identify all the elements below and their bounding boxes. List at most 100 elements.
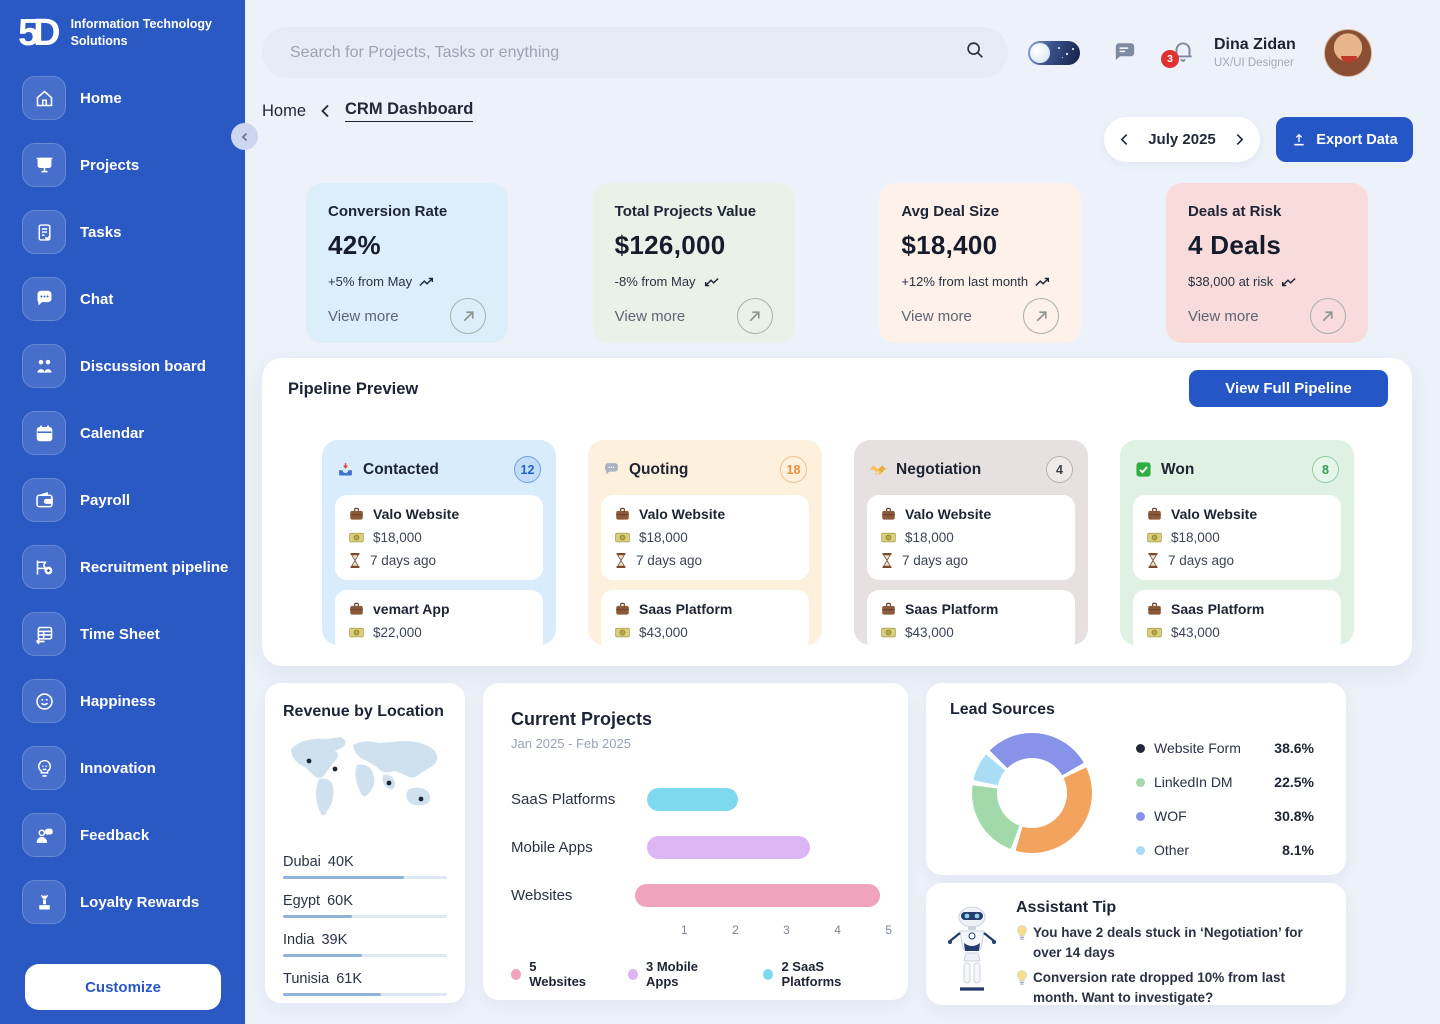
deal-card[interactable]: Valo Website $18,000 7 days ago: [335, 495, 543, 580]
sidebar-item-happiness[interactable]: Happiness: [22, 679, 245, 723]
banknote-icon: [1147, 627, 1162, 638]
arrow-up-right-icon: [1323, 310, 1334, 321]
sidebar-item-home[interactable]: Home: [22, 76, 245, 120]
briefcase-icon: [616, 602, 629, 615]
sidebar-nav: Home Projects Tasks Chat Discussion boar…: [0, 52, 245, 924]
bar-mobile-apps: [647, 835, 811, 859]
deal-name: Valo Website: [1171, 506, 1258, 522]
briefcase-icon: [350, 507, 363, 520]
sidebar-item-recruitment-pipeline[interactable]: Recruitment pipeline: [22, 545, 245, 589]
sidebar-item-discussion-board[interactable]: Discussion board: [22, 344, 245, 388]
avatar[interactable]: [1324, 29, 1372, 77]
deal-amount: $22,000: [373, 625, 422, 640]
legend-dot: [511, 968, 522, 980]
legend-dot: [627, 968, 639, 980]
star-dot: [1066, 53, 1068, 55]
prev-month-button[interactable]: [1120, 133, 1129, 146]
view-more-link[interactable]: View more: [901, 307, 972, 325]
sidebar-item-innovation[interactable]: Innovation: [22, 746, 245, 790]
assistant-tip-card: Assistant Tip You have 2 deals stuck in …: [926, 883, 1346, 1005]
sidebar-item-chat[interactable]: Chat: [22, 277, 245, 321]
pipeline-column-won: Won 8 Valo Website $18,000 7 days ago Sa…: [1120, 440, 1354, 645]
brand: 5D Information Technology Solutions: [0, 0, 245, 52]
pipeline-column-negotiation: Negotiation 4 Valo Website $18,000 7 day…: [854, 440, 1088, 645]
deal-card[interactable]: Valo Website $18,000 7 days ago: [601, 495, 809, 580]
sidebar-item-label: Tasks: [80, 223, 122, 241]
pipeline-count-badge: 12: [514, 456, 541, 483]
bar-label: Mobile Apps: [511, 838, 593, 856]
deal-card[interactable]: vemart App $22,000: [335, 590, 543, 645]
revenue-row-india: India 39K: [283, 932, 447, 957]
view-full-pipeline-button[interactable]: View Full Pipeline: [1189, 370, 1388, 407]
sidebar-item-feedback[interactable]: Feedback: [22, 813, 245, 857]
notifications-button[interactable]: 3: [1161, 38, 1196, 68]
hourglass-icon: [1148, 553, 1158, 568]
chevron-left-icon: [241, 132, 247, 141]
stat-open-button[interactable]: [450, 298, 486, 334]
sidebar-item-label: Feedback: [80, 826, 150, 844]
deal-amount: $43,000: [1171, 625, 1220, 640]
lead-sources-title: Lead Sources: [950, 701, 1055, 718]
pipeline-icon: [22, 545, 66, 589]
arrow-up-right-icon: [1036, 310, 1047, 321]
pipeline-count-badge: 8: [1312, 456, 1339, 483]
search-icon[interactable]: [964, 39, 986, 66]
deal-card[interactable]: Valo Website $18,000 7 days ago: [867, 495, 1075, 580]
deal-card[interactable]: Saas Platform $43,000: [867, 590, 1075, 645]
world-map: [291, 737, 438, 816]
handshake-icon: [869, 465, 887, 475]
dark-mode-toggle[interactable]: [1028, 41, 1080, 65]
projects-chart-subtitle: Jan 2025 - Feb 2025: [511, 736, 631, 751]
location-name: Tunisia: [283, 971, 330, 987]
search-input[interactable]: [290, 43, 964, 62]
stat-value: $126,000: [614, 230, 726, 260]
deal-card[interactable]: Saas Platform $43,000: [601, 590, 809, 645]
stat-change: +12% from last month: [901, 274, 1059, 289]
search-bar: [262, 27, 1008, 78]
sidebar-item-payroll[interactable]: Payroll: [22, 478, 245, 522]
export-data-button[interactable]: Export Data: [1276, 117, 1413, 162]
stat-open-button[interactable]: [1309, 298, 1346, 334]
view-more-link[interactable]: View more: [1187, 307, 1259, 325]
breadcrumb-home[interactable]: Home: [262, 101, 307, 120]
sidebar-item-projects[interactable]: Projects: [22, 143, 245, 187]
view-more-link[interactable]: View more: [614, 307, 686, 325]
bar-saas-platforms: [647, 787, 739, 811]
revenue-by-location-card: Revenue by Location Dubai 40K Egypt 60K: [265, 683, 465, 1003]
view-more-link[interactable]: View more: [328, 307, 399, 325]
banknote-icon: [349, 532, 364, 543]
hourglass-icon: [882, 553, 892, 568]
briefcase-icon: [616, 507, 629, 520]
star-dot: [1072, 48, 1074, 50]
sidebar-item-tasks[interactable]: Tasks: [22, 210, 245, 254]
customize-button[interactable]: Customize: [25, 964, 221, 1010]
sidebar-item-calendar[interactable]: Calendar: [22, 411, 245, 455]
sidebar-item-label: Payroll: [80, 491, 131, 509]
next-month-button[interactable]: [1235, 133, 1244, 146]
stat-open-button[interactable]: [1023, 298, 1060, 334]
deal-card[interactable]: Valo Website $18,000 7 days ago: [1133, 495, 1341, 580]
revenue-bar-track: [283, 954, 447, 957]
pipeline-panel: Pipeline Preview View Full Pipeline Cont…: [262, 358, 1412, 666]
deal-amount: $43,000: [905, 625, 954, 640]
stat-change: $38,000 at risk: [1188, 274, 1346, 289]
deal-card[interactable]: Saas Platform $43,000: [1133, 590, 1341, 645]
location-value: 60K: [327, 893, 353, 909]
stat-value: 4 Deals: [1187, 230, 1282, 260]
messages-button[interactable]: [1112, 40, 1138, 69]
pipeline-count-badge: 4: [1046, 456, 1073, 483]
revenue-bar-track: [283, 915, 447, 918]
lead-source-label: Website Form: [1154, 740, 1241, 756]
sidebar-collapse-button[interactable]: [231, 123, 258, 150]
user-info[interactable]: Dina Zidan UX/UI Designer: [1214, 36, 1314, 69]
sidebar-item-loyalty-rewards[interactable]: Loyalty Rewards: [22, 880, 245, 924]
sidebar-item-time-sheet[interactable]: Time Sheet: [22, 612, 245, 656]
x-tick: 3: [783, 923, 790, 937]
calendar-icon: [22, 411, 66, 455]
pipeline-count-badge: 18: [780, 456, 807, 483]
revenue-bar-fill: [283, 876, 405, 879]
briefcase-icon: [882, 507, 895, 520]
revenue-row-tunisia: Tunisia 61K: [283, 971, 447, 996]
stat-open-button[interactable]: [736, 298, 773, 334]
sidebar: 5D Information Technology Solutions Home…: [0, 0, 245, 1024]
